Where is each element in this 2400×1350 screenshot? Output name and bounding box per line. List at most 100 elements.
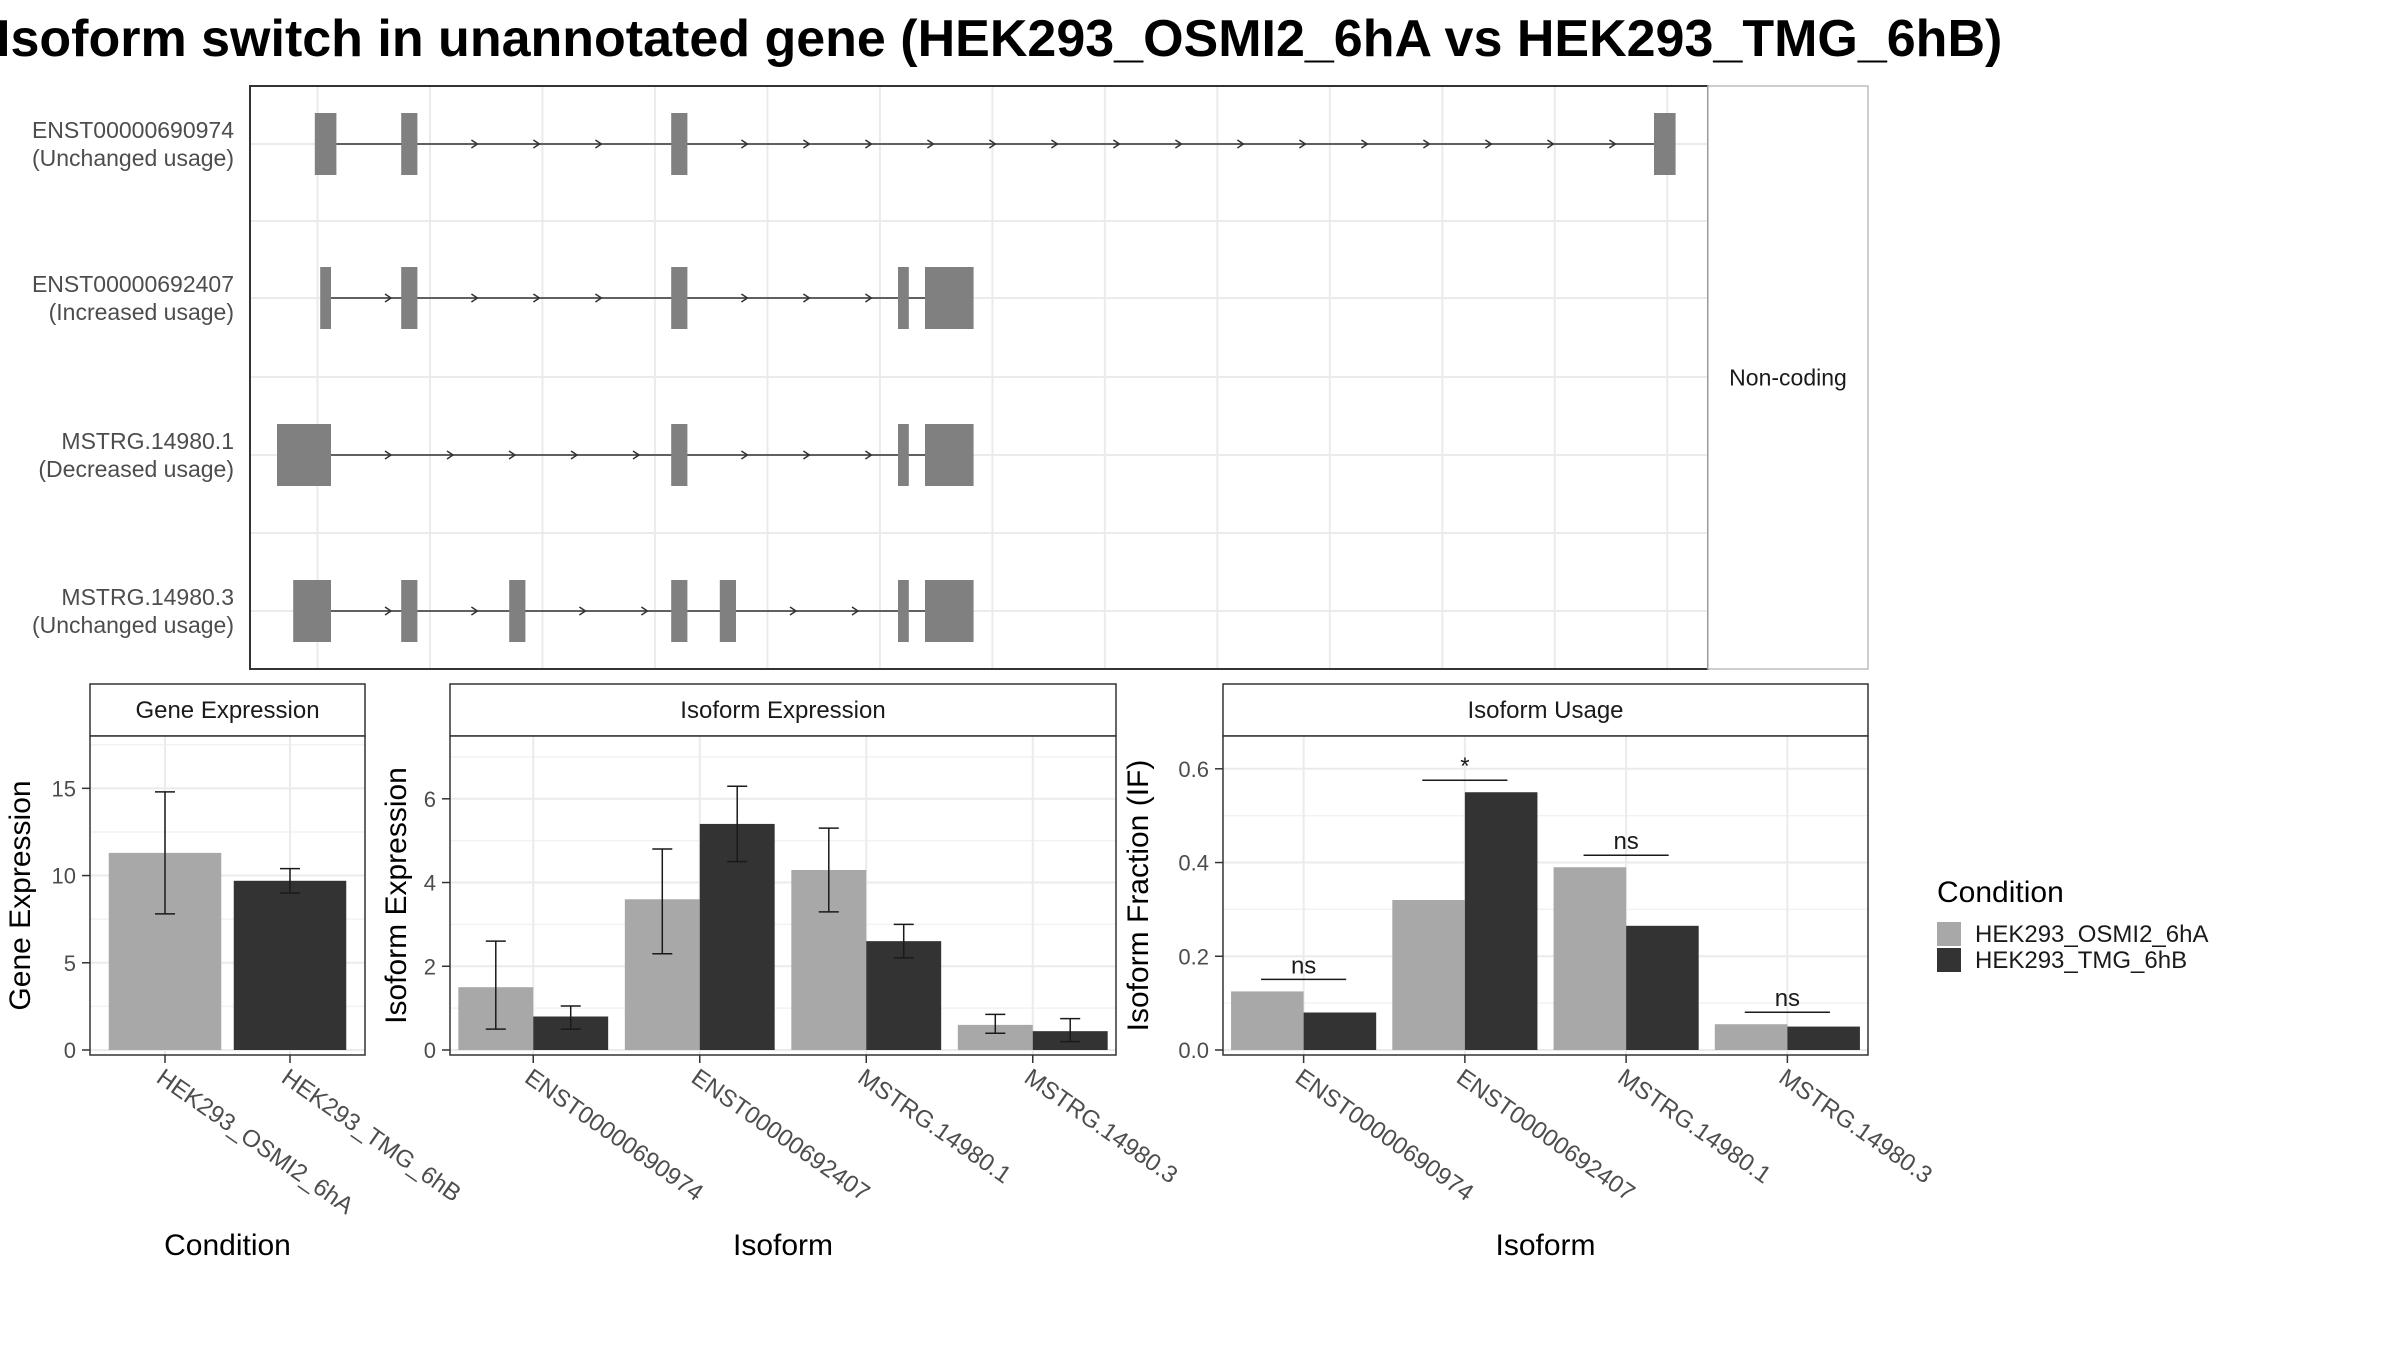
- y-tick-label: 6: [424, 787, 436, 812]
- transcript-id-label: ENST00000690974: [32, 117, 234, 143]
- direction-arrow: [740, 139, 749, 149]
- exon-block: [925, 580, 974, 642]
- bar: [1392, 900, 1465, 1050]
- panel-strip: [449, 683, 1117, 737]
- direction-arrow: [470, 606, 479, 616]
- exon-block: [898, 424, 909, 486]
- gene-expression-panel: Gene Expression051015HEK293_OSMI2_6hAHEK…: [4, 683, 466, 1262]
- direction-arrow: [1298, 139, 1307, 149]
- direction-arrow: [508, 450, 517, 460]
- bar: [866, 941, 942, 1050]
- direction-arrow: [470, 293, 479, 303]
- direction-arrow: [384, 450, 393, 460]
- y-tick-label: 0: [424, 1038, 436, 1063]
- y-axis-title: Gene Expression: [4, 780, 37, 1010]
- panel-strip-label: Gene Expression: [135, 697, 319, 724]
- legend-swatch: [1937, 948, 1961, 972]
- direction-arrow: [864, 139, 873, 149]
- transcript-status-label: (Decreased usage): [38, 456, 234, 482]
- structure-facet-label: Non-coding: [1729, 365, 1847, 391]
- direction-arrow: [594, 139, 603, 149]
- direction-arrow: [384, 293, 393, 303]
- x-axis-title: Isoform: [1495, 1229, 1595, 1262]
- exon-block: [1654, 113, 1676, 175]
- legend-swatch: [1937, 922, 1961, 946]
- transcript-status-label: (Increased usage): [49, 299, 234, 325]
- bar: [1231, 991, 1304, 1050]
- panel-border: [89, 735, 366, 1056]
- y-tick-label: 15: [52, 776, 76, 801]
- direction-arrow: [851, 606, 860, 616]
- significance-label: ns: [1775, 985, 1800, 1012]
- exon-block: [509, 580, 526, 642]
- panel-background: [1223, 736, 1868, 1055]
- direction-arrow: [594, 293, 603, 303]
- exon-block: [401, 267, 418, 329]
- y-axis-title: Isoform Fraction (IF): [1122, 760, 1155, 1032]
- bar: [1714, 1024, 1788, 1050]
- legend-label: HEK293_TMG_6hB: [1975, 947, 2187, 974]
- direction-arrow: [1236, 139, 1245, 149]
- structure-facet-strip: [1707, 85, 1869, 670]
- exon-block: [293, 580, 331, 642]
- direction-arrow: [1360, 139, 1369, 149]
- direction-arrow: [988, 139, 997, 149]
- bar: [233, 880, 347, 1050]
- transcript-structure-panel: ENST00000690974(Unchanged usage) ENST0000…: [32, 85, 1869, 670]
- figure-title: Isoform switch in unannotated gene (HEK2…: [0, 10, 2002, 68]
- exon-block: [401, 580, 418, 642]
- transcript-id-label: MSTRG.14980.3: [61, 584, 234, 610]
- exon-block: [898, 267, 909, 329]
- x-axis-title: Isoform: [733, 1229, 833, 1262]
- direction-arrow: [926, 139, 935, 149]
- direction-arrow: [740, 450, 749, 460]
- exon-block: [320, 267, 331, 329]
- exon-block: [671, 424, 688, 486]
- direction-arrow: [864, 293, 873, 303]
- panel-strip: [89, 683, 366, 737]
- y-tick-label: 0.0: [1178, 1038, 1209, 1063]
- y-tick-label: 0.4: [1178, 851, 1209, 876]
- bar: [1303, 1012, 1377, 1050]
- exon-block: [925, 267, 974, 329]
- direction-arrow: [789, 606, 798, 616]
- transcript-id-label: ENST00000692407: [32, 271, 234, 297]
- y-tick-label: 0.6: [1178, 757, 1209, 782]
- panel-strip-label: Isoform Usage: [1467, 697, 1623, 724]
- transcript-id-label: MSTRG.14980.1: [61, 428, 234, 454]
- y-axis-title: Isoform Expression: [380, 767, 413, 1024]
- legend-title: Condition: [1937, 876, 2064, 909]
- direction-arrow: [384, 606, 393, 616]
- y-tick-label: 0: [64, 1038, 76, 1063]
- exon-block: [719, 580, 736, 642]
- significance-label: *: [1460, 753, 1469, 780]
- direction-arrow: [740, 293, 749, 303]
- direction-arrow: [1484, 139, 1493, 149]
- exon-block: [401, 113, 418, 175]
- panel-strip: [1222, 683, 1869, 737]
- direction-arrow: [570, 450, 579, 460]
- direction-arrow: [532, 293, 541, 303]
- panel-border: [449, 735, 1117, 1056]
- bar: [1626, 925, 1699, 1050]
- direction-arrow: [1050, 139, 1059, 149]
- panel-border: [1222, 735, 1869, 1056]
- direction-arrow: [1546, 139, 1555, 149]
- y-tick-label: 4: [424, 871, 436, 896]
- transcript-status-label: (Unchanged usage): [32, 145, 234, 171]
- direction-arrow: [1174, 139, 1183, 149]
- direction-arrow: [446, 450, 455, 460]
- bar: [1553, 867, 1627, 1050]
- y-tick-label: 2: [424, 954, 436, 979]
- y-tick-label: 0.2: [1178, 944, 1209, 969]
- y-tick-label: 5: [64, 951, 76, 976]
- direction-arrow: [1112, 139, 1121, 149]
- significance-label: ns: [1291, 952, 1316, 979]
- direction-arrow: [864, 450, 873, 460]
- exon-block: [671, 580, 688, 642]
- bar: [1464, 792, 1538, 1050]
- direction-arrow: [802, 293, 811, 303]
- exon-block: [925, 424, 974, 486]
- x-axis-title: Condition: [164, 1229, 291, 1262]
